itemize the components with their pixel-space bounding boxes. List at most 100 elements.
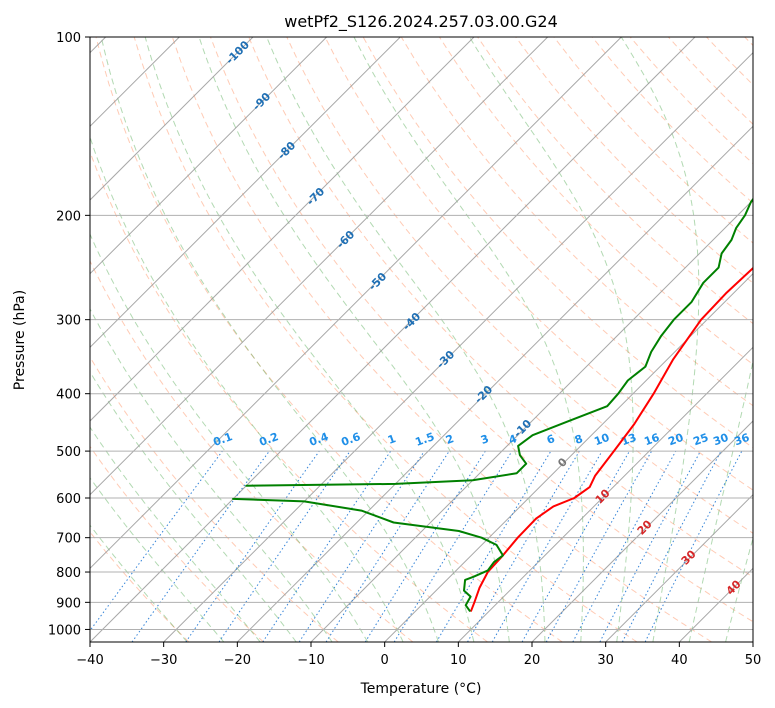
y-tick-label: 400 <box>56 388 81 403</box>
moist-adiabat-line <box>620 37 700 642</box>
x-tick-label: −40 <box>76 653 103 668</box>
dry-adiabat-line <box>95 37 563 642</box>
mixing-ratio-label: 8 <box>573 432 585 447</box>
plot-background <box>90 37 753 642</box>
y-tick-label: 1000 <box>48 623 81 638</box>
moist-adiabat-line <box>90 232 369 642</box>
dry-adiabat-line <box>210 37 753 623</box>
chart-title: wetPf2_S126.2024.257.03.00.G24 <box>284 12 558 32</box>
isotherm-line <box>457 346 753 642</box>
isotherm-line <box>90 37 549 496</box>
moist-adiabat-line <box>90 308 333 642</box>
mixing-ratio-line <box>262 450 392 642</box>
x-tick-label: 40 <box>671 653 688 668</box>
moist-adiabat-line <box>725 536 753 642</box>
dry-adiabat-line <box>133 37 638 642</box>
moist-adiabat-line <box>90 135 404 642</box>
dry-adiabat-line <box>286 37 753 534</box>
y-tick-label: 600 <box>56 492 81 507</box>
dry-adiabat-line <box>171 37 712 642</box>
mixing-ratio-label: 0.2 <box>257 430 280 449</box>
moist-adiabat-line <box>100 37 439 642</box>
moist-adiabat-line <box>90 476 225 642</box>
mixing-ratio-line <box>644 450 743 642</box>
mixing-ratio-label: 1.5 <box>413 430 436 449</box>
plot-frame <box>89 36 754 643</box>
mixing-ratio-label: 10 <box>592 431 611 449</box>
mixing-ratio-line <box>90 450 223 632</box>
mixing-ratio-line <box>572 450 677 642</box>
x-tick-label: −10 <box>297 653 324 668</box>
dry-adiabat-line <box>90 259 414 642</box>
background-lines <box>90 37 753 642</box>
y-tick-label: 800 <box>56 566 81 581</box>
mixing-ratio-label: 3 <box>479 432 491 447</box>
isotherm-line <box>90 37 696 642</box>
dewpoint-profile-line <box>245 197 753 487</box>
y-tick-label: 900 <box>56 596 81 611</box>
y-tick-label: 100 <box>56 31 81 46</box>
isotherm-line <box>90 37 622 570</box>
mixing-ratio-line <box>218 450 351 642</box>
mixing-ratio-label: 16 <box>642 431 661 449</box>
x-axis-title: Temperature (°C) <box>360 681 482 697</box>
y-axis-title: Pressure (hPa) <box>12 290 28 390</box>
dry-adiabat-line <box>248 37 753 578</box>
x-tick-label: 50 <box>745 653 762 668</box>
mixing-ratio-label: 1 <box>386 432 398 447</box>
dry-adiabat-line <box>324 37 753 491</box>
pressure-grid <box>90 37 753 630</box>
dry-adiabat-line <box>90 356 339 642</box>
moist-adiabat-line <box>90 524 188 642</box>
isotherm-line <box>163 51 753 642</box>
mixing-ratio-label: 36 <box>732 431 751 449</box>
y-tick-label: 700 <box>56 532 81 547</box>
moist-adiabat-line <box>353 37 584 642</box>
mixing-ratio-line <box>185 450 320 642</box>
mixing-ratio-label: 4 <box>507 432 519 447</box>
mixing-ratio-label: 13 <box>619 431 638 448</box>
temperature-profile-line <box>470 266 753 612</box>
mixing-ratio-line <box>545 450 653 642</box>
mixing-ratio-line <box>393 450 513 642</box>
y-tick-label: 300 <box>56 314 81 329</box>
mixing-ratio-label: 0.4 <box>307 430 330 449</box>
mixing-ratio-line <box>325 450 450 642</box>
isotherm-line <box>236 125 753 642</box>
y-tick-label: 500 <box>56 445 81 460</box>
isotherm-line <box>90 37 475 422</box>
mixing-ratio-label: 20 <box>666 431 685 449</box>
x-tick-label: 10 <box>450 653 467 668</box>
sounding-profiles <box>232 197 753 612</box>
axis-ticks: −40 −30 −20 −10 0 10 20 30 40 5010020030040050060… <box>48 31 761 668</box>
x-tick-label: −30 <box>150 653 177 668</box>
mixing-ratio-line <box>521 450 630 642</box>
mixing-ratio-label: 30 <box>711 431 730 449</box>
mixing-ratio-label: 6 <box>545 432 557 447</box>
isotherm-line <box>605 493 753 642</box>
mixing-ratio-label: 25 <box>691 431 710 448</box>
x-tick-label: −20 <box>224 653 251 668</box>
x-tick-label: 20 <box>524 653 541 668</box>
mixing-ratio-lines <box>90 450 743 642</box>
mixing-ratio-label: 0.1 <box>211 430 234 449</box>
moist-adiabat-line <box>198 37 510 642</box>
dry-adiabat-line <box>515 37 753 284</box>
y-tick-label: 200 <box>56 209 81 224</box>
isotherm-line <box>90 37 328 275</box>
moist-adiabat-line <box>144 37 475 642</box>
moist-adiabat-line <box>90 370 297 642</box>
dry-adiabat-line <box>90 445 264 642</box>
isotherm-line <box>310 199 753 642</box>
moist-adiabat-line <box>90 426 261 642</box>
isotherm-line <box>90 37 254 201</box>
isotherm-line <box>752 641 753 642</box>
x-tick-label: 0 <box>381 653 389 668</box>
mixing-ratio-line <box>298 450 425 642</box>
isotherm-line <box>531 420 753 642</box>
moist-adiabat-line <box>266 37 546 642</box>
mixing-ratio-label: 0.6 <box>339 430 362 449</box>
mixing-ratio-label: 2 <box>444 432 456 447</box>
dewpoint-profile-line <box>232 497 504 612</box>
